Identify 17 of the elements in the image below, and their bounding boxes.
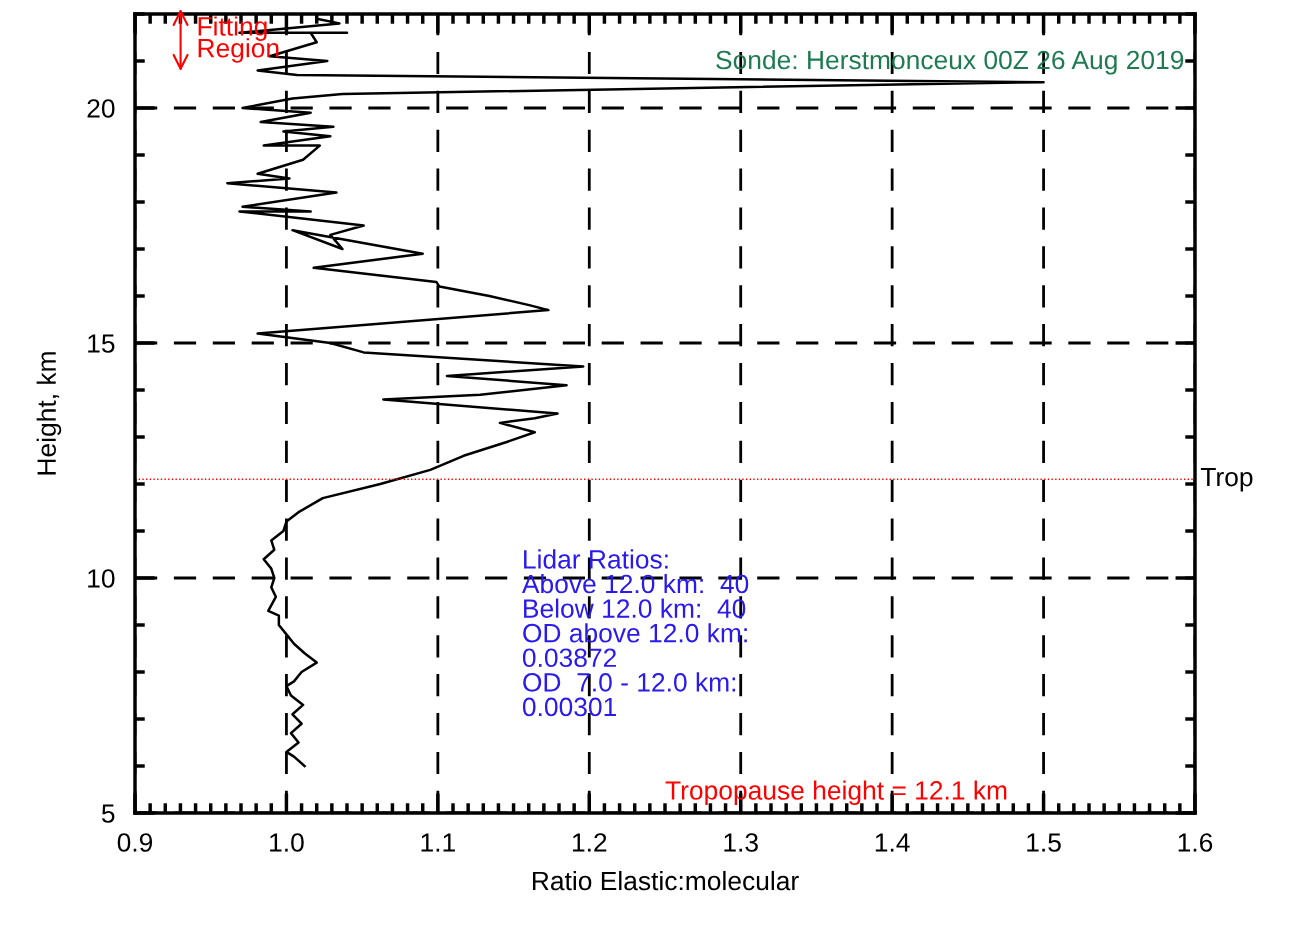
ref-line-label: Trop [1200, 467, 1253, 492]
y-tick-label: 5 [101, 804, 115, 823]
x-tick-label: 1.6 [1178, 833, 1213, 852]
annotation: Fitting Region [198, 16, 279, 63]
y-tick-label: 10 [88, 569, 115, 588]
x-tick-label: 1.3 [724, 833, 758, 852]
x-tick-label: 1.0 [270, 833, 304, 852]
x-tick-label: 1.4 [875, 833, 910, 852]
annotation: Tropopause height = 12.1 km [665, 780, 1007, 806]
y-tick-label: 20 [87, 99, 115, 118]
x-tick-label: 1.2 [572, 833, 607, 852]
y-tick-label: 15 [88, 334, 115, 353]
x-tick-label: 1.1 [421, 833, 455, 852]
x-tick-label: 0.9 [117, 833, 153, 852]
y-axis-title: Height, km [36, 352, 62, 475]
x-axis-title: Ratio Elastic:molecular [532, 870, 799, 891]
x-tick-label: 1.5 [1027, 833, 1061, 852]
